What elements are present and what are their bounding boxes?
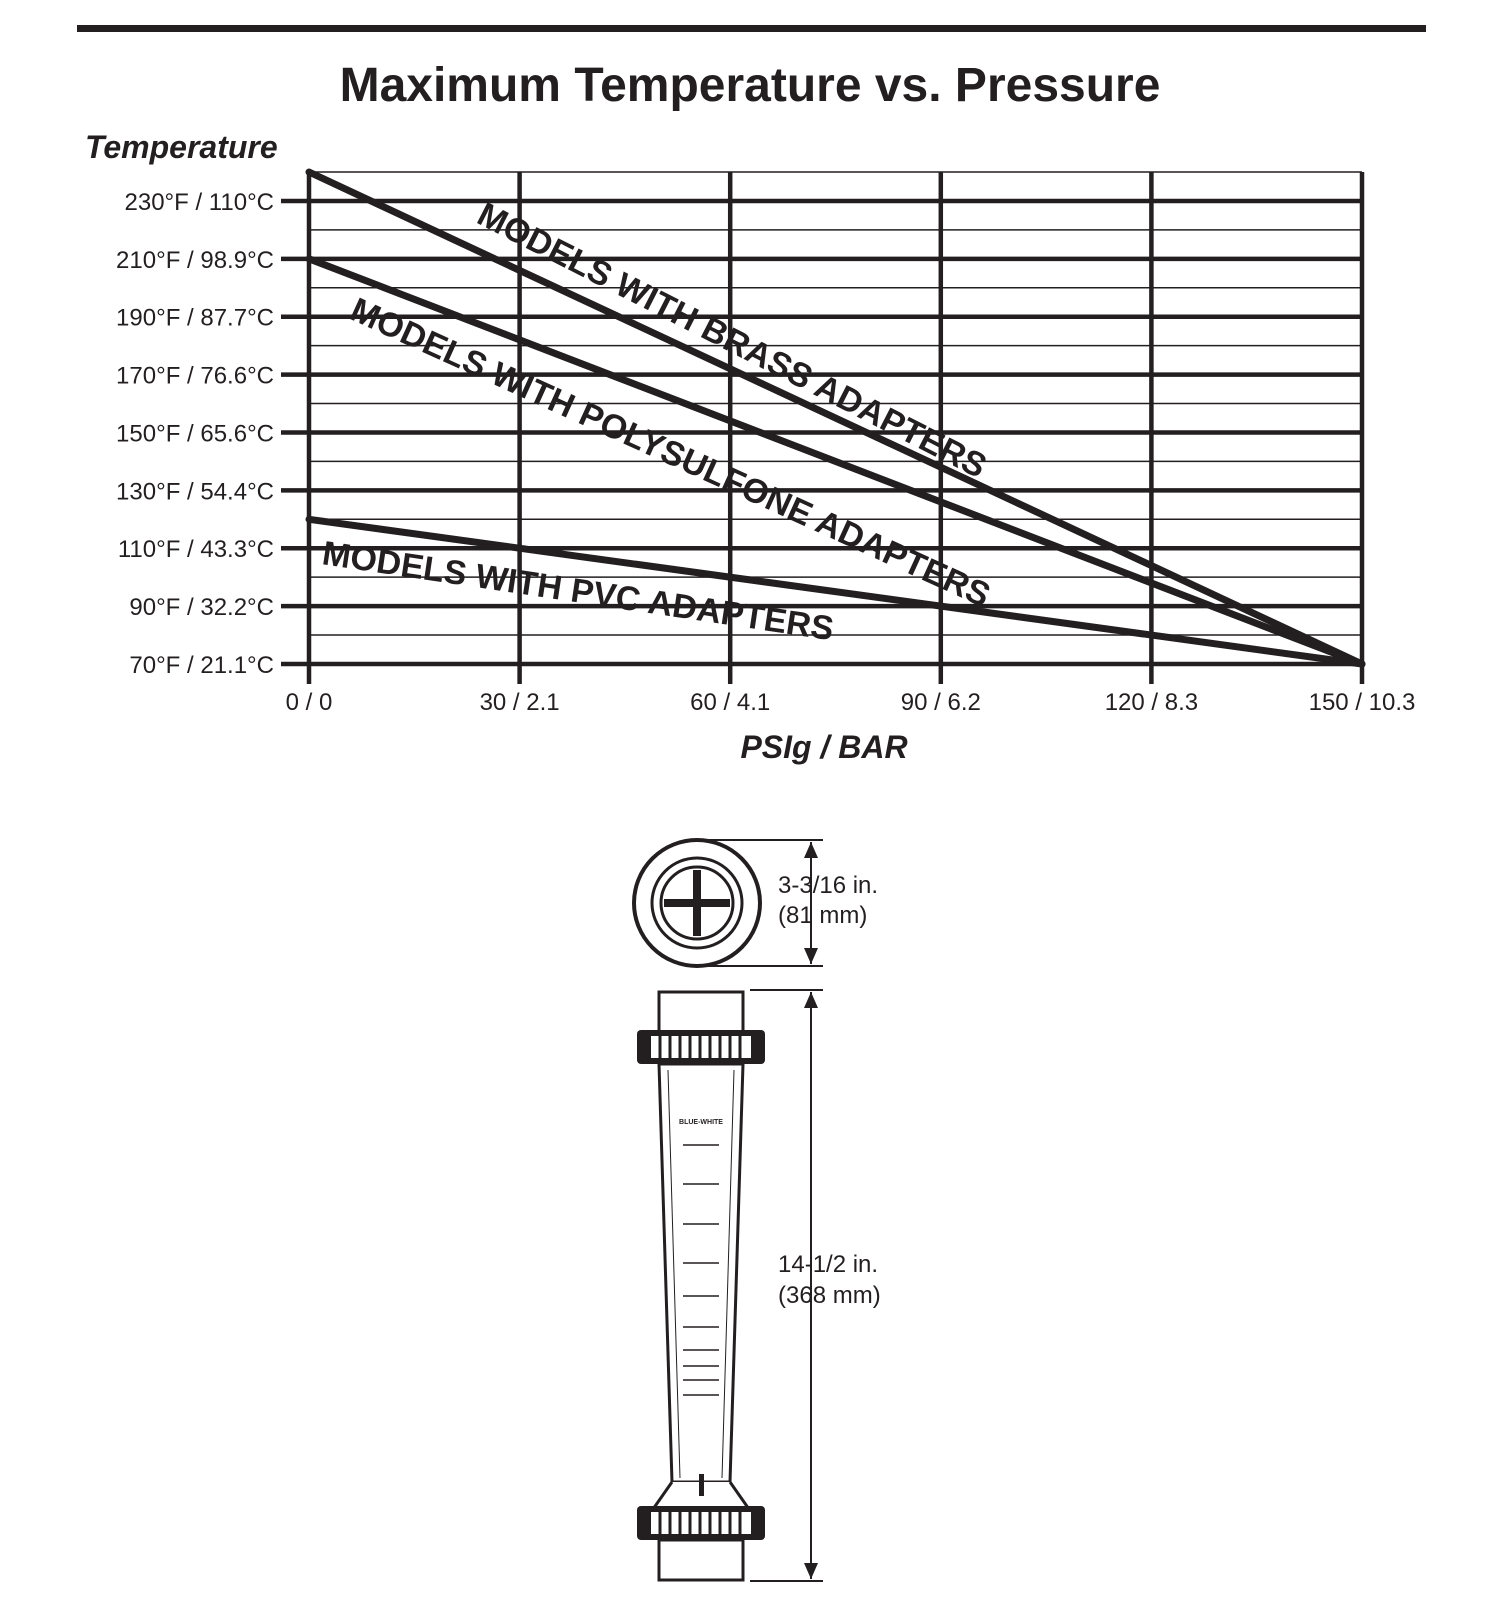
y-axis-title: Temperature bbox=[85, 129, 278, 165]
series-line-0 bbox=[305, 168, 1366, 668]
arrow-up-icon bbox=[804, 992, 818, 1008]
chart-area: 230°F / 110°C 210°F / 98.9°C 190°F / 87.7°… bbox=[85, 129, 1415, 765]
y-tick-label: 150°F / 65.6°C bbox=[116, 420, 274, 447]
tick-labels: 230°F / 110°C 210°F / 98.9°C 190°F / 87.7°… bbox=[116, 189, 1415, 716]
end-view-cross-horizontal bbox=[664, 899, 730, 907]
end-view-inner-ring bbox=[650, 856, 744, 950]
series-line-1 bbox=[305, 255, 1366, 668]
x-tick-label: 30 / 2.1 bbox=[480, 689, 560, 716]
float-stop bbox=[699, 1474, 704, 1496]
y-tick-label: 110°F / 43.3°C bbox=[118, 536, 274, 563]
x-tick-label: 150 / 10.3 bbox=[1309, 689, 1416, 716]
diameter-inches: 3-3/16 in. bbox=[778, 872, 878, 899]
x-tick-label: 90 / 6.2 bbox=[901, 689, 981, 716]
series-line-2 bbox=[305, 515, 1366, 668]
end-view: 3-3/16 in. (81 mm) bbox=[632, 838, 878, 968]
bottom-fitting bbox=[657, 1538, 745, 1582]
arrow-down-icon bbox=[804, 948, 818, 964]
arrow-up-icon bbox=[804, 842, 818, 858]
x-tick-label: 0 / 0 bbox=[286, 689, 333, 716]
length-mm: (368 mm) bbox=[778, 1282, 881, 1309]
side-view: BLUE-WHITE 14-1/2 in. bbox=[637, 989, 881, 1582]
end-view-core bbox=[659, 865, 735, 941]
grid bbox=[281, 171, 1365, 684]
tapered-tube bbox=[657, 1062, 745, 1484]
y-tick-label: 70°F / 21.1°C bbox=[129, 652, 274, 679]
chart-title: Maximum Temperature vs. Pressure bbox=[339, 59, 1161, 112]
x-tick-label: 120 / 8.3 bbox=[1105, 689, 1198, 716]
arrow-down-icon bbox=[804, 1563, 818, 1579]
y-tick-label: 230°F / 110°C bbox=[125, 189, 275, 216]
y-tick-label: 210°F / 98.9°C bbox=[116, 247, 274, 274]
y-tick-label: 130°F / 54.4°C bbox=[116, 478, 274, 505]
brand-marking: BLUE-WHITE bbox=[679, 1119, 723, 1126]
scale-marks bbox=[683, 1144, 719, 1396]
x-axis-title: PSIg / BAR bbox=[740, 729, 907, 765]
diameter-mm: (81 mm) bbox=[778, 902, 867, 929]
top-fitting bbox=[657, 990, 745, 1034]
x-tick-label: 60 / 4.1 bbox=[690, 689, 770, 716]
length-inches: 14-1/2 in. bbox=[778, 1251, 878, 1278]
series-lines bbox=[305, 168, 1366, 668]
y-tick-label: 90°F / 32.2°C bbox=[129, 594, 274, 621]
top-rule bbox=[77, 25, 1426, 32]
y-tick-label: 170°F / 76.6°C bbox=[116, 363, 274, 390]
y-tick-label: 190°F / 87.7°C bbox=[116, 305, 274, 332]
